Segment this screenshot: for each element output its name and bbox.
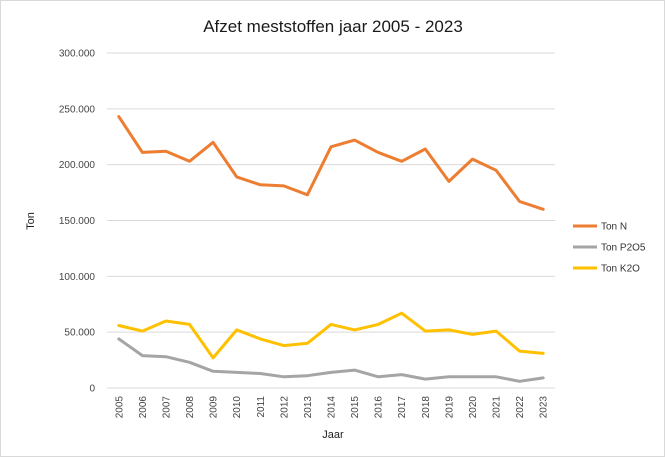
x-tick-label: 2018: [421, 396, 432, 419]
y-tick-label: 50.000: [64, 328, 95, 339]
x-tick-label: 2006: [138, 396, 149, 419]
y-tick-label: 0: [89, 384, 95, 395]
chart-title: Afzet meststoffen jaar 2005 - 2023: [203, 17, 463, 36]
x-tick-label: 2008: [185, 396, 196, 419]
x-tick-label: 2014: [327, 396, 338, 419]
y-tick-label: 300.000: [59, 49, 96, 60]
legend-label: Ton K2O: [601, 264, 640, 275]
x-tick-label: 2023: [539, 396, 550, 419]
x-tick-label: 2009: [209, 396, 220, 419]
y-axis-title: Ton: [25, 212, 37, 230]
series-line-ton-p2o5: [117, 337, 545, 383]
x-axis-ticks: 2005 2006 2007 2008 2009 2010 2011 2012 2013 2014…: [114, 396, 549, 419]
legend-label: Ton P2O5: [601, 243, 646, 254]
x-tick-label: 2022: [515, 396, 526, 419]
series-line-ton-n: [117, 115, 545, 211]
x-axis-title: Jaar: [322, 429, 344, 441]
legend: Ton N Ton P2O5 Ton K2O: [573, 222, 646, 275]
legend-label: Ton N: [601, 222, 627, 233]
gridlines: [107, 52, 555, 389]
x-tick-label: 2020: [468, 396, 479, 419]
y-tick-label: 200.000: [59, 160, 96, 171]
x-tick-label: 2021: [492, 396, 503, 419]
x-tick-label: 2017: [397, 396, 408, 419]
x-tick-label: 2019: [444, 396, 455, 419]
x-tick-label: 2010: [232, 396, 243, 419]
x-tick-label: 2012: [279, 396, 290, 419]
x-tick-label: 2011: [256, 396, 267, 418]
y-axis-ticks: 0 50.000 100.000 150.000 200.000 250.000 300.0…: [59, 49, 96, 395]
x-tick-label: 2015: [350, 396, 361, 419]
y-tick-label: 100.000: [59, 272, 96, 283]
x-tick-label: 2013: [303, 396, 314, 419]
x-tick-label: 2005: [114, 396, 125, 419]
y-tick-label: 150.000: [59, 216, 96, 227]
x-tick-label: 2016: [374, 396, 385, 419]
series-line-ton-k2o: [117, 311, 545, 360]
y-tick-label: 250.000: [59, 104, 96, 115]
series-lines: [117, 115, 545, 383]
x-tick-label: 2007: [161, 396, 172, 419]
